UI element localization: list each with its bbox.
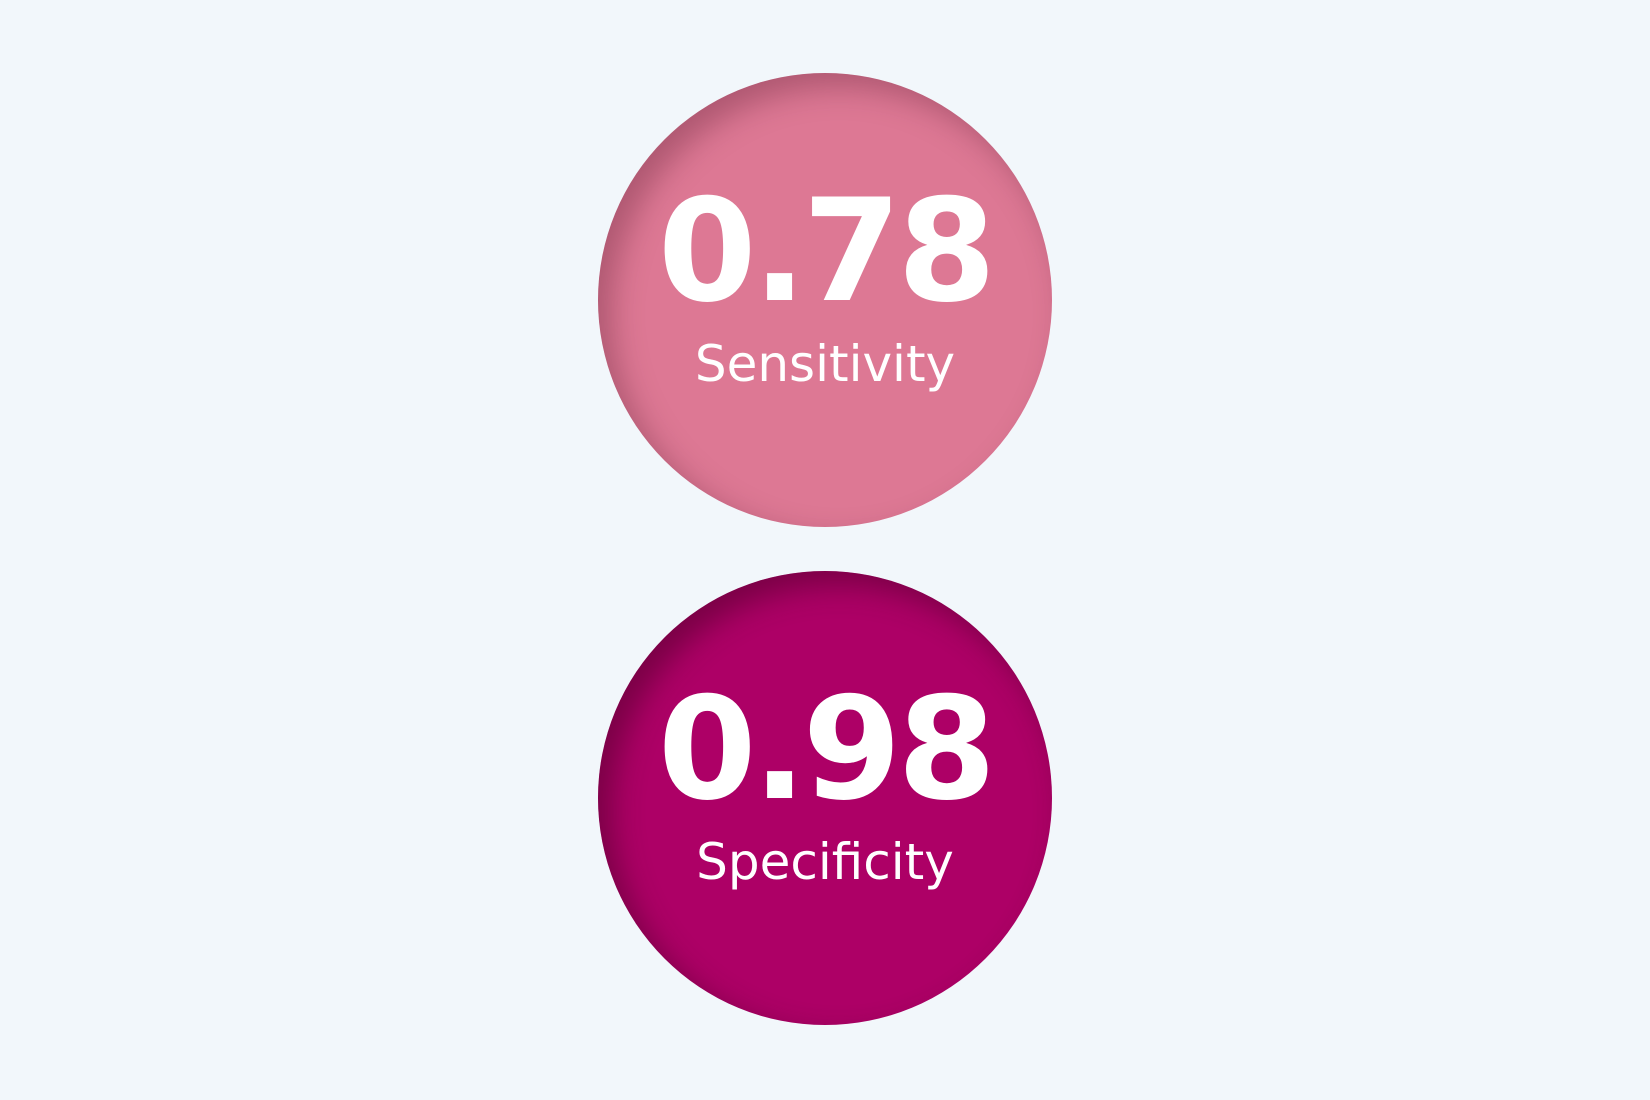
sensitivity-value: 0.78: [657, 169, 996, 334]
sensitivity-circle: 0.78 Sensitivity: [598, 73, 1052, 527]
specificity-circle: 0.98 Specificity: [598, 571, 1052, 1025]
specificity-value: 0.98: [657, 667, 996, 832]
sensitivity-label: Sensitivity: [694, 335, 956, 393]
specificity-label: Specificity: [696, 833, 954, 891]
